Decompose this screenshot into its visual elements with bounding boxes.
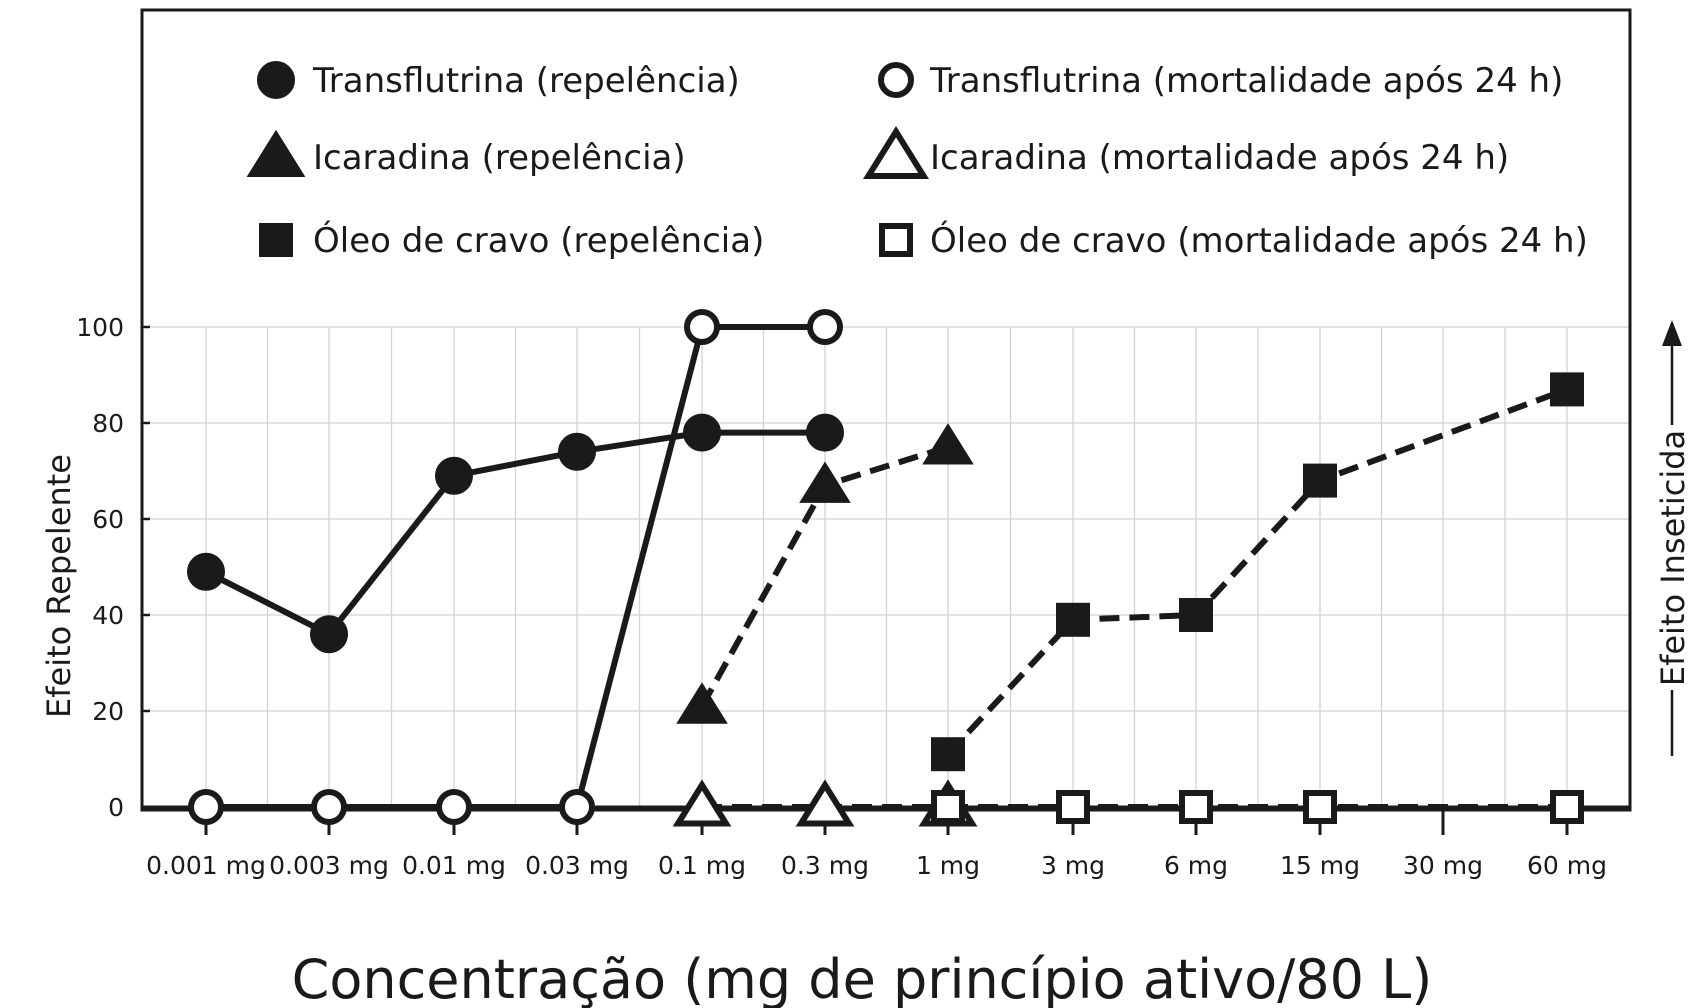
x-axis-title: Concentração (mg de princípio ativo/80 L… <box>292 948 1433 1008</box>
y2-axis-arrow <box>1662 320 1682 756</box>
data-point-circle <box>559 789 595 825</box>
legend-label: Transflutrina (repelência) <box>312 61 740 101</box>
series-layer <box>187 309 1584 827</box>
legend-marker-square <box>879 223 913 257</box>
y-axis-title: Efeito Repelente <box>40 454 78 718</box>
x-tick-label: 0.003 mg <box>269 851 389 880</box>
series-3 <box>676 423 974 724</box>
legend-label: Óleo de cravo (repelência) <box>313 220 764 261</box>
y-tick-label: 20 <box>92 697 124 726</box>
data-point-square <box>1550 372 1584 407</box>
data-point-square <box>1550 790 1584 824</box>
legend-item: Transflutrina (repelência) <box>257 61 740 101</box>
series-line <box>206 324 825 810</box>
x-tick-label: 6 mg <box>1164 851 1228 880</box>
axes: 0 20 40 60 80 100 0.001 mg 0.003 mg 0.01 mg 0.03 … <box>76 313 1630 880</box>
y-tick-label: 60 <box>92 505 124 534</box>
y-tick-label: 0 <box>108 793 124 822</box>
y-tick-label: 100 <box>76 313 124 342</box>
legend-item: Transflutrina (mortalidade após 24 h) <box>878 61 1563 101</box>
legend-label: Icaradina (mortalidade após 24 h) <box>930 138 1509 178</box>
data-point-triangle <box>676 682 728 724</box>
legend-item: Icaradina (repelência) <box>246 129 686 178</box>
data-point-circle <box>807 309 843 345</box>
series-5 <box>931 372 1584 772</box>
legend-item: Óleo de cravo (mortalidade após 24 h) <box>879 220 1588 261</box>
legend: Transflutrina (repelência) Transflutrina … <box>246 61 1588 261</box>
data-point-circle <box>436 789 472 825</box>
x-tick-label: 0.001 mg <box>146 851 266 880</box>
data-point-square <box>1056 790 1090 824</box>
legend-marker-circle <box>257 61 295 99</box>
legend-marker-triangle <box>246 129 306 177</box>
data-point-triangle <box>672 779 732 827</box>
series-line <box>204 429 825 638</box>
data-point-circle <box>310 615 348 654</box>
x-tick-label: 3 mg <box>1041 851 1105 880</box>
data-point-circle <box>188 789 224 825</box>
x-tick-label: 0.01 mg <box>402 851 506 880</box>
data-point-circle <box>683 413 721 452</box>
data-point-triangle <box>795 779 855 827</box>
legend-label: Óleo de cravo (mortalidade após 24 h) <box>930 220 1588 261</box>
legend-label: Icaradina (repelência) <box>313 138 686 178</box>
legend-marker-square <box>259 223 293 257</box>
data-point-circle <box>558 432 596 471</box>
legend-label: Transflutrina (mortalidade após 24 h) <box>929 61 1563 101</box>
y-tick-label: 80 <box>92 409 124 438</box>
x-tick-label: 0.1 mg <box>658 851 746 880</box>
data-point-square <box>1056 602 1090 637</box>
legend-marker-triangle <box>862 126 930 179</box>
y-tick-label: 40 <box>92 601 124 630</box>
series-6 <box>931 790 1584 824</box>
data-point-square <box>1303 790 1337 824</box>
x-tick-label: 0.03 mg <box>525 851 629 880</box>
data-point-square <box>1303 463 1337 498</box>
data-point-circle <box>187 552 225 591</box>
data-point-square <box>1179 790 1213 824</box>
x-tick-label: 1 mg <box>916 851 980 880</box>
data-point-triangle <box>922 423 974 465</box>
data-point-circle <box>684 309 720 345</box>
data-point-square <box>931 790 965 824</box>
series-1 <box>187 413 844 654</box>
series-4 <box>672 779 978 827</box>
data-point-triangle <box>799 461 851 503</box>
legend-item: Óleo de cravo (repelência) <box>259 220 764 261</box>
x-tick-label: 15 mg <box>1280 851 1360 880</box>
x-tick-label: 60 mg <box>1527 851 1607 880</box>
legend-item: Icaradina (mortalidade após 24 h) <box>862 126 1509 179</box>
series-2 <box>188 309 843 825</box>
data-point-square <box>931 737 965 772</box>
data-point-square <box>1179 598 1213 632</box>
data-point-circle <box>311 789 347 825</box>
data-point-circle <box>435 456 473 495</box>
legend-marker-circle <box>878 62 914 98</box>
grid <box>142 326 1630 807</box>
x-tick-label: 30 mg <box>1403 851 1483 880</box>
x-tick-label: 0.3 mg <box>781 851 869 880</box>
y2-axis-title: Efeito Inseticida <box>1654 430 1692 686</box>
data-point-circle <box>806 413 844 452</box>
